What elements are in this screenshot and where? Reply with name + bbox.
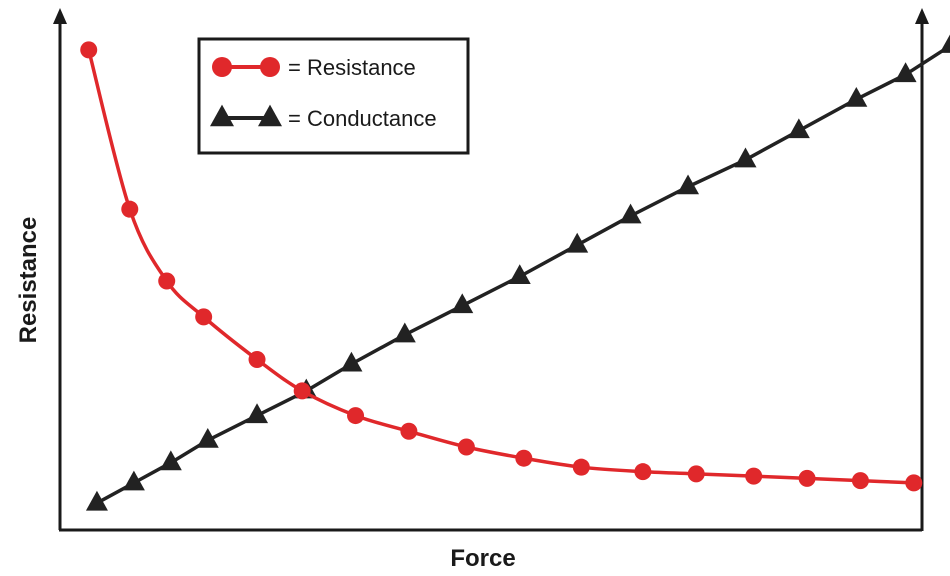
- conductance-point-12: [677, 174, 700, 195]
- resistance-point-14: [798, 469, 816, 487]
- resistance-point-11: [634, 463, 652, 481]
- conductance-point-3: [196, 427, 219, 448]
- conductance-point-11: [619, 203, 642, 224]
- resistance-point-10: [572, 458, 590, 476]
- x-axis-title: Force: [450, 545, 515, 572]
- legend-item-conductance: = Conductance: [210, 104, 437, 131]
- legend-item-resistance: = Resistance: [212, 55, 416, 80]
- conductance-point-13: [734, 147, 757, 168]
- resistance-point-0: [80, 41, 98, 59]
- resistance-point-13: [745, 467, 763, 485]
- y-axis-right-arrow: [915, 8, 929, 24]
- conductance-point-17: [939, 34, 950, 53]
- conductance-point-6: [340, 351, 363, 372]
- resistance-point-12: [687, 465, 705, 483]
- legend-marker-conductance-0: [210, 104, 234, 127]
- conductance-point-7: [393, 322, 416, 343]
- resistance-point-5: [293, 382, 311, 400]
- legend-marker-resistance-0: [212, 57, 232, 77]
- conductance-point-8: [451, 293, 474, 314]
- conductance-point-2: [159, 450, 182, 471]
- conductance-point-1: [122, 470, 145, 491]
- series-resistance: [80, 41, 923, 492]
- resistance-point-7: [400, 422, 418, 440]
- legend-box: [197, 37, 470, 155]
- conductance-point-10: [566, 232, 589, 253]
- legend-label-conductance: = Conductance: [288, 106, 437, 131]
- resistance-point-6: [347, 407, 365, 425]
- conductance-point-4: [246, 403, 269, 424]
- conductance-point-16: [894, 62, 917, 83]
- resistance-point-4: [248, 350, 266, 368]
- legend-marker-resistance-1: [260, 57, 280, 77]
- resistance-point-15: [851, 472, 869, 490]
- resistance-point-9: [515, 449, 533, 467]
- resistance-point-16: [905, 474, 923, 492]
- resistance-point-3: [195, 308, 213, 326]
- resistance-point-8: [457, 438, 475, 456]
- resistance-point-1: [121, 200, 139, 218]
- y-axis-left-arrow: [53, 8, 67, 24]
- series-conductance: [85, 34, 950, 511]
- resistance-point-2: [158, 272, 176, 290]
- conductance-point-9: [508, 264, 531, 285]
- conductance-point-14: [787, 118, 810, 139]
- conductance-point-15: [845, 86, 868, 107]
- legend: = Resistance = Conductance: [197, 37, 470, 155]
- legend-marker-conductance-1: [258, 104, 282, 127]
- y-axis-title: Resistance: [15, 217, 42, 344]
- legend-label-resistance: = Resistance: [288, 55, 416, 80]
- conductance-point-0: [85, 490, 108, 511]
- series-layer: [80, 34, 950, 511]
